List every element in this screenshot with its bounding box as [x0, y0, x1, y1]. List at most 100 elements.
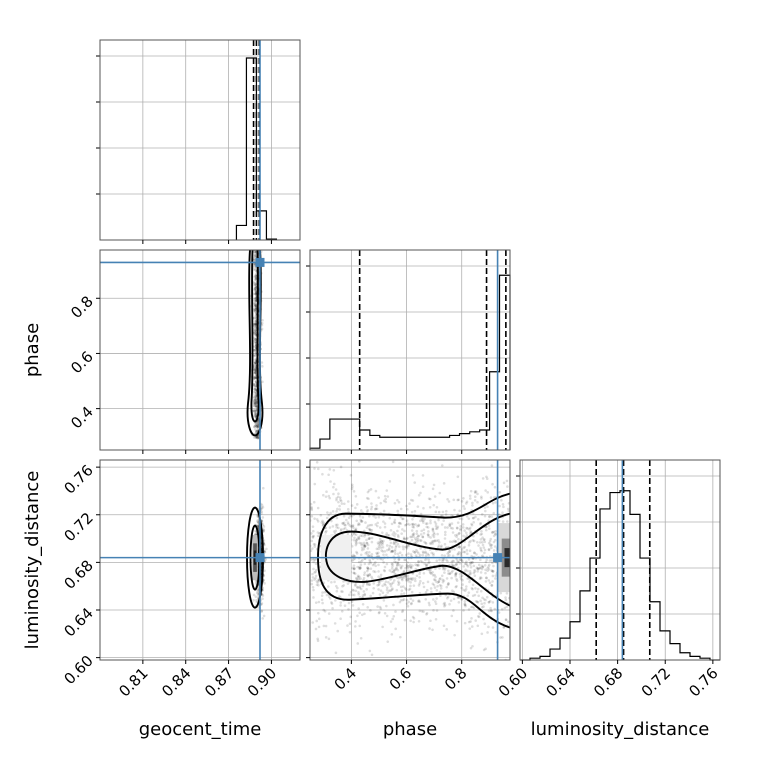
sample-point — [391, 549, 394, 553]
sample-point — [253, 368, 256, 372]
sample-point — [254, 409, 258, 413]
sample-point — [485, 558, 489, 562]
sample-point — [418, 582, 421, 585]
sample-point — [338, 508, 342, 511]
sample-point — [315, 619, 319, 623]
sample-point — [359, 587, 363, 591]
sample-point — [431, 528, 435, 531]
sample-point — [368, 554, 372, 558]
sample-point — [419, 519, 422, 523]
sample-point — [446, 526, 449, 529]
y-axis-label-phase: phase — [22, 323, 43, 377]
sample-point — [484, 598, 487, 602]
sample-point — [418, 609, 422, 613]
density-layer — [246, 250, 510, 660]
sample-point — [362, 590, 366, 593]
sample-point — [405, 598, 409, 602]
sample-point — [390, 570, 394, 574]
sample-point — [470, 522, 473, 526]
sample-point — [340, 502, 344, 505]
sample-point — [392, 542, 396, 545]
sample-point — [254, 304, 258, 307]
sample-point — [310, 549, 313, 553]
sample-point — [252, 409, 256, 412]
sample-point — [321, 493, 325, 497]
sample-point — [435, 539, 439, 543]
sample-point — [254, 299, 258, 303]
sample-point — [255, 425, 258, 428]
sample-point — [445, 628, 449, 631]
sample-point — [323, 590, 327, 594]
sample-point — [350, 600, 354, 604]
sample-point — [361, 602, 365, 606]
sample-point — [407, 552, 410, 555]
sample-point — [342, 584, 345, 587]
sample-point — [369, 488, 373, 491]
sample-point — [475, 553, 478, 556]
sample-point — [336, 523, 339, 527]
sample-point — [383, 525, 387, 529]
sample-point — [447, 500, 451, 503]
sample-point — [443, 526, 447, 529]
sample-point — [446, 596, 449, 600]
sample-point — [459, 554, 463, 557]
sample-point — [438, 577, 442, 580]
sample-point — [488, 539, 492, 543]
sample-point — [487, 548, 491, 551]
sample-point — [254, 401, 258, 404]
sample-point — [464, 568, 467, 572]
sample-point — [428, 603, 431, 607]
sample-point — [394, 610, 397, 613]
sample-point — [358, 575, 361, 579]
sample-point — [254, 401, 257, 405]
sample-point — [352, 567, 356, 570]
sample-point — [410, 522, 414, 526]
sample-point — [330, 580, 333, 584]
sample-point — [469, 531, 473, 534]
sample-point — [325, 593, 329, 597]
sample-point — [310, 508, 314, 512]
sample-point — [358, 460, 361, 463]
sample-point — [487, 541, 491, 545]
sample-point — [359, 577, 362, 580]
sample-point — [351, 485, 354, 489]
sample-point — [351, 604, 355, 607]
sample-point — [254, 341, 258, 345]
sample-point — [441, 578, 444, 582]
sample-point — [254, 391, 258, 395]
sample-point — [253, 401, 256, 404]
sample-point — [363, 571, 367, 574]
sample-point — [261, 594, 265, 597]
sample-point — [411, 576, 415, 580]
sample-point — [409, 602, 413, 606]
sample-point — [425, 525, 429, 529]
sample-point — [341, 584, 344, 588]
sample-point — [366, 605, 369, 609]
sample-point — [407, 577, 411, 581]
sample-point — [348, 593, 351, 597]
sample-point — [253, 319, 257, 323]
sample-point — [254, 283, 257, 287]
sample-point — [480, 532, 484, 536]
sample-point — [410, 535, 413, 539]
sample-point — [424, 558, 427, 562]
sample-point — [485, 477, 489, 481]
sample-point — [385, 553, 388, 557]
sample-point — [381, 625, 384, 629]
sample-point — [254, 292, 258, 296]
sample-point — [380, 541, 383, 545]
sample-point — [419, 539, 422, 542]
sample-point — [352, 589, 355, 592]
sample-point — [365, 510, 369, 514]
sample-point — [358, 567, 362, 570]
sample-point — [406, 564, 409, 568]
sample-point — [398, 600, 402, 604]
sample-point — [429, 619, 432, 623]
sample-point — [444, 509, 448, 513]
sample-point — [439, 545, 443, 549]
sample-point — [405, 579, 408, 582]
sample-point — [399, 585, 403, 589]
sample-point — [476, 500, 479, 504]
sample-point — [339, 499, 343, 503]
sample-point — [388, 544, 392, 548]
